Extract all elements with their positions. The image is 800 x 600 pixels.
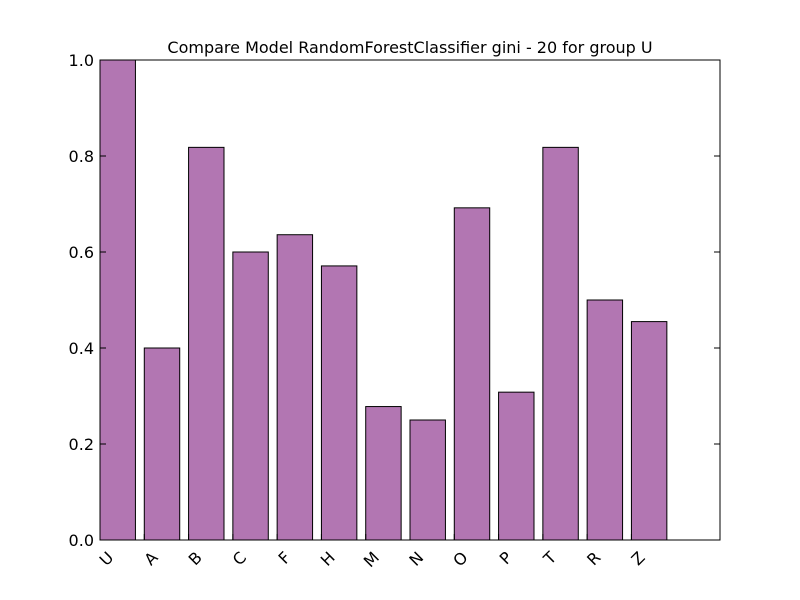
x-tick-label: C [229, 548, 250, 569]
y-tick-label: 0.4 [69, 339, 94, 358]
bars-group [99, 59, 668, 541]
y-tick-label: 0.0 [69, 531, 94, 550]
bar-U [99, 59, 136, 541]
chart-title: Compare Model RandomForestClassifier gin… [167, 38, 652, 57]
y-tick-label: 0.6 [69, 243, 94, 262]
y-axis: 0.0 0.2 0.4 0.6 0.8 1.0 [69, 51, 720, 550]
x-tick-label: F [275, 548, 295, 568]
bar-M [365, 406, 402, 541]
x-tick-label: P [496, 548, 517, 569]
x-tick-label: M [360, 548, 383, 571]
x-tick-label: T [539, 548, 560, 569]
x-tick-label: N [405, 548, 427, 570]
bar-Z [630, 321, 668, 541]
bar-P [498, 391, 535, 541]
bar-N [409, 419, 446, 541]
x-tick-label: O [449, 548, 471, 570]
y-tick-label: 0.2 [69, 435, 94, 454]
y-tick-label: 0.8 [69, 147, 94, 166]
bar-B [188, 146, 225, 541]
bar-R [586, 299, 624, 541]
plot-frame [99, 59, 721, 541]
x-tick-label: A [140, 548, 161, 569]
bar-A [143, 347, 181, 541]
x-tick-label: H [317, 548, 339, 570]
bar-C [232, 251, 269, 541]
bar-F [276, 234, 314, 541]
x-tick-label: R [583, 548, 604, 569]
x-tick-label: Z [628, 548, 649, 569]
bar-O [453, 207, 491, 541]
y-tick-label: 1.0 [69, 51, 94, 70]
bar-T [542, 146, 579, 541]
x-tick-label: B [185, 548, 206, 569]
x-tick-label: U [96, 548, 118, 570]
bar-H [320, 265, 358, 541]
